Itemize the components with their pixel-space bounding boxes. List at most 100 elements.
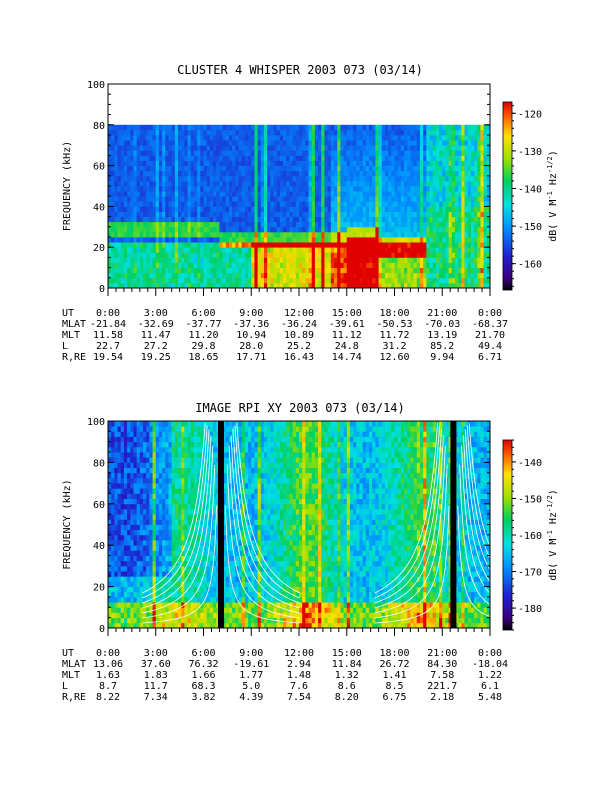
spectrogram-cell [455, 145, 459, 151]
spectrogram-cell [140, 263, 144, 269]
spectrogram-cell [480, 257, 484, 263]
spectrogram-cell [356, 176, 360, 182]
spectrogram-cell [398, 140, 402, 146]
spectrogram-cell [423, 206, 427, 212]
spectrogram-cell [175, 457, 179, 463]
spectrogram-cell [484, 212, 488, 218]
spectrogram-cell [165, 161, 169, 167]
spectrogram-cell [433, 212, 437, 218]
spectrogram-cell [270, 150, 274, 156]
spectrogram-cell [423, 217, 427, 223]
spectrogram-cell [385, 273, 389, 279]
spectrogram-cell [159, 232, 163, 238]
spectrogram-cell [433, 278, 437, 284]
spectrogram-cell [334, 196, 338, 202]
spectrogram-cell [359, 252, 363, 257]
spectrogram-cell [410, 247, 414, 253]
panel-title: IMAGE RPI XY 2003 073 (03/14) [195, 401, 405, 415]
spectrogram-cell [146, 566, 150, 572]
spectrogram-cell [133, 597, 137, 603]
spectrogram-cell [302, 242, 306, 248]
spectrogram-cell [121, 268, 125, 274]
spectrogram-cell [385, 247, 389, 253]
spectrogram-cell [410, 171, 414, 177]
spectrogram-cell [153, 493, 157, 499]
spectrogram-cell [340, 125, 344, 131]
spectrogram-cell [324, 201, 328, 207]
spectrogram-cell [375, 273, 379, 279]
spectrogram-cell [242, 222, 246, 228]
spectrogram-cell [401, 181, 405, 187]
spectrogram-cell [153, 227, 157, 233]
spectrogram-cell [184, 166, 188, 172]
spectrogram-cell [414, 257, 418, 263]
spectrogram-cell [188, 155, 192, 161]
spectrogram-cell [223, 130, 227, 136]
spectrogram-cell [458, 201, 462, 207]
spectrogram-cell [124, 278, 128, 284]
spectrogram-cell [455, 268, 459, 274]
spectrogram-cell [118, 519, 122, 525]
spectrogram-cell [153, 499, 157, 505]
spectrogram-cell [321, 212, 325, 218]
spectrogram-cell [143, 437, 147, 443]
spectrogram-cell [149, 514, 153, 520]
spectrogram-cell [114, 556, 118, 562]
spectrogram-cell [369, 263, 373, 269]
spectrogram-cell [188, 176, 192, 182]
spectrogram-cell [321, 268, 325, 274]
spectrogram-cell [465, 242, 469, 248]
spectrogram-cell [239, 222, 243, 228]
spectrogram-cell [344, 155, 348, 161]
spectrogram-cell [480, 263, 484, 269]
spectrogram-cell [146, 530, 150, 536]
spectrogram-cell [108, 556, 112, 562]
spectrogram-cell [461, 130, 465, 136]
spectrogram-cell [140, 499, 144, 505]
spectrogram-cell [146, 545, 150, 551]
spectrogram-cell [395, 191, 399, 197]
spectrogram-cell [356, 222, 360, 228]
spectrogram-cell [149, 247, 153, 253]
spectrogram-cell [398, 201, 402, 207]
spectrogram-cell [363, 191, 367, 197]
spectrogram-cell [137, 176, 141, 182]
spectrogram-cell [130, 504, 134, 510]
spectrogram-cell [468, 227, 472, 233]
spectrogram-cell [274, 237, 278, 243]
spectrogram-cell [137, 566, 141, 572]
spectrogram-cell [200, 181, 204, 187]
spectrogram-cell [127, 473, 131, 479]
spectrogram-cell [146, 468, 150, 474]
spectrogram-cell [248, 166, 252, 172]
spectrogram-cell [480, 176, 484, 182]
spectrogram-cell [140, 514, 144, 520]
spectrogram-cell [404, 176, 408, 182]
spectrogram-cell [312, 201, 316, 207]
spectrogram-cell [162, 145, 166, 151]
spectrogram-cell [114, 499, 118, 505]
spectrogram-cell [156, 206, 160, 212]
spectrogram-cell [153, 181, 157, 187]
spectrogram-cell [474, 135, 478, 141]
spectrogram-cell [248, 145, 252, 151]
spectrogram-cell [340, 217, 344, 223]
spectrogram-cell [375, 222, 379, 228]
spectrogram-cell [162, 457, 166, 463]
spectrogram-cell [388, 125, 392, 131]
spectrogram-cell [388, 201, 392, 207]
spectrogram-cell [283, 171, 287, 177]
spectrogram-cell [334, 171, 338, 177]
spectrogram-cell [267, 212, 271, 218]
spectrogram-cell [430, 130, 434, 136]
spectrogram-cell [379, 125, 383, 131]
spectrogram-cell [452, 176, 456, 182]
spectrogram-cell [137, 597, 141, 603]
spectrogram-cell [420, 257, 424, 263]
spectrogram-cell [468, 217, 472, 223]
spectrogram-cell [118, 196, 122, 202]
spectrogram-cell [388, 227, 392, 233]
spectrogram-cell [223, 263, 227, 269]
spectrogram-cell [299, 135, 303, 141]
spectrogram-cell [283, 278, 287, 284]
